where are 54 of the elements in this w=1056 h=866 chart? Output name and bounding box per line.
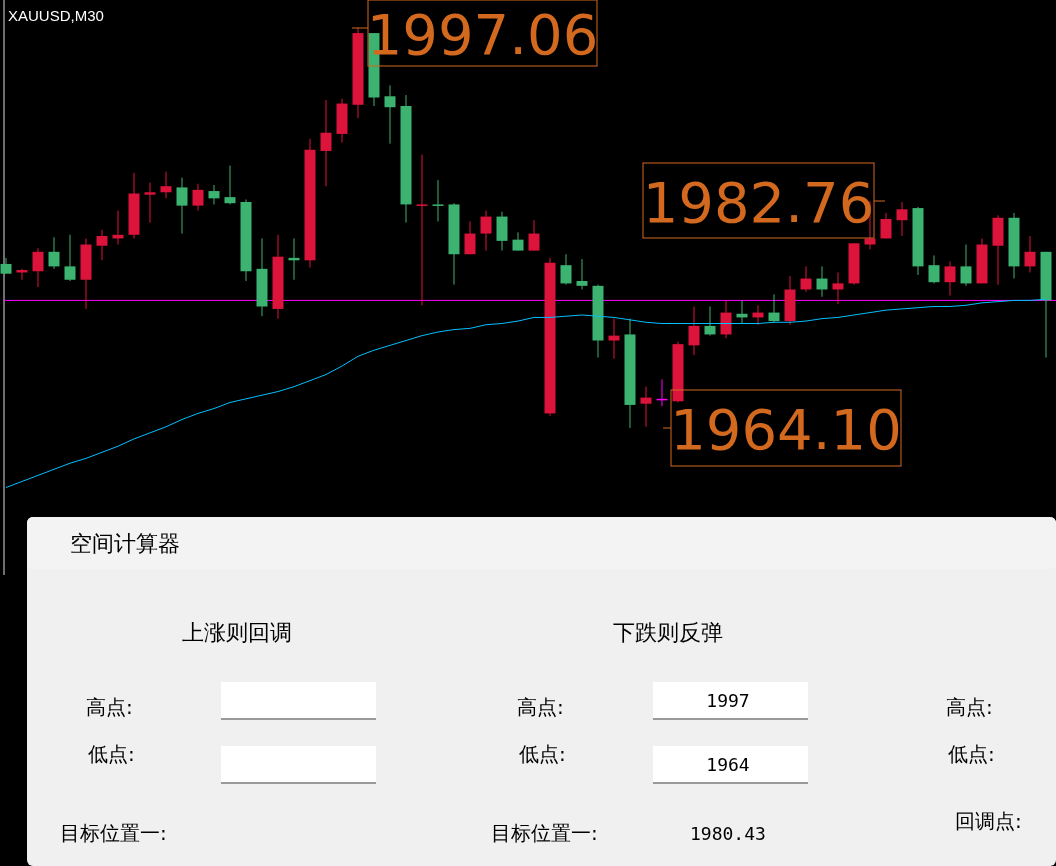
candlestick <box>144 182 156 224</box>
text: 回调点: <box>955 809 1022 833</box>
chart-title: XAUUSD,M30 <box>8 7 104 24</box>
candlestick <box>832 271 844 305</box>
candlestick <box>32 247 44 288</box>
text: 下跌则反弹 <box>613 620 723 645</box>
candlestick <box>816 265 828 298</box>
candlestick <box>704 305 716 337</box>
candlestick <box>512 231 524 252</box>
candlestick <box>768 293 780 323</box>
candlestick <box>640 386 652 428</box>
text: 高点: <box>86 695 133 719</box>
candlestick <box>800 265 812 293</box>
candlestick <box>928 254 940 284</box>
candlestick <box>560 253 572 286</box>
candlestick <box>576 258 588 290</box>
candlestick <box>176 177 188 235</box>
text: 高点: <box>946 695 993 719</box>
candlestick <box>480 210 492 252</box>
text: 低点: <box>88 742 135 766</box>
text: 高点: <box>517 695 564 719</box>
candlestick <box>320 99 332 187</box>
text: 1997 <box>706 690 750 711</box>
annotation: 1997.06 <box>366 2 599 67</box>
candlestick <box>160 171 172 199</box>
annotation: 1982.76 <box>642 169 875 235</box>
candlestick <box>464 220 476 255</box>
candlestick <box>528 219 540 252</box>
candlestick <box>208 184 220 205</box>
candlestick <box>880 212 892 239</box>
text: 1980.43 <box>690 823 766 844</box>
text: 低点: <box>519 742 566 766</box>
text: 低点: <box>948 742 995 766</box>
candlestick <box>960 244 972 287</box>
text: 1964 <box>706 754 750 775</box>
candlestick <box>608 318 620 360</box>
candlestick <box>416 154 428 306</box>
candlestick <box>688 305 700 356</box>
candlestick <box>432 179 444 222</box>
candlestick <box>896 201 908 237</box>
candlestick <box>64 234 76 282</box>
candlestick <box>96 229 108 261</box>
candlestick <box>48 236 60 270</box>
candlestick <box>944 261 956 297</box>
candlestick <box>1024 235 1036 273</box>
text: 目标位置一: <box>60 821 167 845</box>
text: 目标位置一: <box>491 821 598 845</box>
candlestick <box>384 84 396 145</box>
candlestick <box>192 183 204 211</box>
candlestick <box>224 165 236 205</box>
candlestick <box>720 299 732 339</box>
annotation: 1964.10 <box>670 397 902 462</box>
text: 上涨则回调 <box>182 620 292 645</box>
text: 空间计算器 <box>70 531 180 556</box>
